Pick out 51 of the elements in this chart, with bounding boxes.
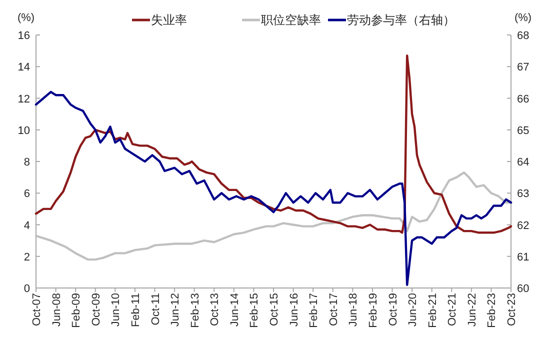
y-tick-label: 8 [24,156,30,168]
y-tick-label: 0 [24,283,30,295]
x-tick-label: Feb-17 [308,293,320,328]
y-tick-label: 6 [24,188,30,200]
x-tick-label: Oct-13 [209,293,222,326]
line-series [34,54,512,234]
y2-tick-label: 68 [517,30,530,42]
y2-axis-title: (%) [514,12,532,24]
x-tick-label: Oct-15 [268,293,280,326]
x-tick-label: Oct-11 [150,293,162,326]
y2-tick-label: 62 [517,220,530,232]
x-tick-label: Oct-23 [506,293,518,326]
legend-label: 劳动参与率（右轴） [347,13,455,27]
x-tick-label: Jun-10 [110,293,122,327]
x-tick-label: Feb-09 [70,293,83,328]
y-tick-label: 10 [18,124,30,137]
x-tick-label: Feb-21 [426,293,439,328]
x-tick-label: Feb-19 [367,293,380,328]
x-tick-label: Jun-14 [228,293,241,327]
x-tick-label: Feb-13 [189,293,202,328]
y2-tick-label: 63 [517,188,530,200]
x-tick-label: Feb-15 [248,293,261,328]
x-tick-label: Jun-08 [50,293,63,327]
x-tick-label: Jun-20 [407,293,420,327]
legend-label: 职位空缺率 [261,13,321,27]
x-tick-label: Oct-09 [90,293,102,326]
x-tick-label: Feb-11 [130,293,142,328]
y-tick-label: 12 [18,93,30,106]
x-tick-label: Jun-22 [466,293,478,327]
x-tick-label: Oct-07 [31,293,43,326]
y2-tick-label: 66 [517,93,530,106]
x-tick-label: Jun-18 [348,293,360,327]
legend-label: 失业率 [151,13,187,27]
y2-tick-label: 64 [517,156,530,168]
x-tick-label: Oct-17 [328,293,340,326]
y2-tick-label: 65 [517,124,530,137]
y-tick-label: 4 [24,220,30,232]
y-axis-title: (%) [17,12,35,24]
line-series [34,90,512,286]
x-tick-label: Oct-21 [446,293,459,326]
y2-tick-label: 67 [517,62,530,74]
x-tick-label: Jun-12 [170,293,182,327]
x-tick-label: Feb-23 [486,293,498,328]
line-series [34,171,512,261]
x-tick-label: Oct-19 [387,293,400,326]
y2-tick-label: 61 [517,251,530,264]
x-tick-label: Jun-16 [288,293,300,327]
y2-tick-label: 60 [517,283,530,295]
y-tick-label: 14 [18,62,30,74]
y-tick-label: 2 [24,251,30,264]
y-tick-label: 16 [18,30,30,42]
